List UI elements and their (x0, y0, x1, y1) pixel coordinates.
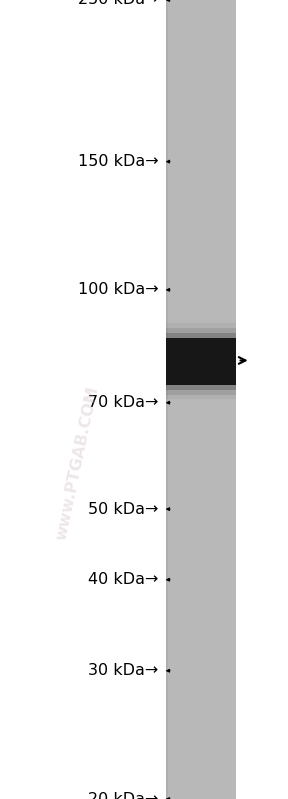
Text: 20 kDa→: 20 kDa→ (88, 792, 158, 799)
Text: 70 kDa→: 70 kDa→ (88, 396, 158, 410)
Bar (166, 337, 236, 385)
Bar (166, 323, 236, 400)
Bar (166, 0, 168, 799)
Text: 50 kDa→: 50 kDa→ (88, 502, 158, 517)
Text: 30 kDa→: 30 kDa→ (88, 663, 158, 678)
Bar (166, 332, 236, 390)
Text: www.PTGAB.COM: www.PTGAB.COM (54, 385, 101, 542)
Text: 150 kDa→: 150 kDa→ (78, 154, 158, 169)
Text: 40 kDa→: 40 kDa→ (88, 572, 158, 587)
Bar (166, 328, 236, 395)
Bar (166, 0, 236, 799)
Text: 250 kDa→: 250 kDa→ (78, 0, 158, 7)
Text: 100 kDa→: 100 kDa→ (78, 282, 158, 297)
